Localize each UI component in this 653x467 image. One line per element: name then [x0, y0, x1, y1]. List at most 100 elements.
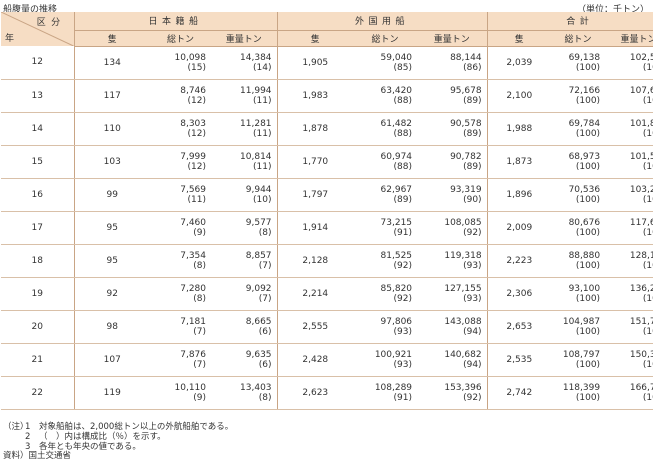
foreign-dwt-cell: 153,396: [444, 383, 482, 393]
total-gt-cell: 80,676: [568, 218, 601, 228]
japan-gt-cell: 10,098: [174, 53, 207, 63]
foreign-gt-cell: 61,482: [380, 119, 413, 129]
japan-gt-cell: 7,181: [180, 317, 206, 327]
table-row: 21 107 7,876 9,635 2,428 100,921 140,682 2,535 1…: [1, 343, 653, 377]
year-cell: 15: [1, 145, 74, 179]
foreign-dwt-cell: 108,085: [444, 218, 482, 228]
japan-ships-cell: 119: [73, 376, 150, 410]
table-row-percent: (8)(7) (92)(93) (100)(100): [1, 294, 653, 311]
total-ships-cell: 2,742: [486, 376, 552, 410]
note-label: （注）: [3, 422, 29, 432]
foreign-dwt-cell: 95,678: [450, 86, 482, 96]
foreign-dwt-pct-cell: (89): [417, 129, 488, 146]
total-dwt-pct-cell: (100): [605, 327, 653, 344]
foreign-dwt-pct-cell: (93): [417, 261, 488, 278]
foreign-dwt-pct-cell: (92): [417, 393, 488, 410]
japan-gt-pct-cell: (12): [150, 129, 211, 146]
foreign-dwt-cell: 119,318: [444, 251, 482, 261]
table-row-percent: (11)(10) (89)(90) (100)(100): [1, 195, 653, 212]
diagonal-line: [1, 12, 74, 46]
note-row: （注） 1 対象船舶は、2,000総トン以上の外航船舶である。: [3, 422, 233, 433]
foreign-gt-cell: 81,525: [380, 251, 413, 261]
foreign-gt-cell: 108,289: [374, 383, 413, 393]
japan-gt-cell: 10,110: [174, 383, 207, 393]
foreign-ships-cell: 1,878: [276, 112, 354, 146]
foreign-gt-pct-cell: (88): [353, 129, 418, 146]
sub-header-ships: 隻: [276, 30, 354, 47]
sub-header-dwt: 重量トン: [417, 30, 488, 47]
notes: （注） 1 対象船舶は、2,000総トン以上の外航船舶である。 2 （ ）内は構…: [3, 422, 233, 462]
total-dwt-cell: 101,597: [629, 152, 653, 162]
japan-gt-cell: 8,746: [180, 86, 206, 96]
japan-dwt-pct-cell: (8): [211, 393, 278, 410]
foreign-gt-pct-cell: (92): [353, 261, 418, 278]
japan-gt-cell: 8,303: [180, 119, 206, 129]
japan-ships-cell: 99: [73, 178, 150, 212]
total-gt-cell: 69,138: [568, 53, 601, 63]
foreign-dwt-cell: 127,155: [444, 284, 482, 294]
japan-dwt-pct-cell: (7): [211, 261, 278, 278]
table-row-percent: (15)(14) (85)(86) (100)(100): [1, 63, 653, 80]
japan-gt-pct-cell: (7): [150, 360, 211, 377]
japan-gt-pct-cell: (12): [150, 96, 211, 113]
table-row: 12 134 10,098 14,384 1,905 59,040 88,144 2,039 6…: [1, 46, 653, 80]
japan-gt-pct-cell: (8): [150, 261, 211, 278]
total-gt-cell: 70,536: [568, 185, 601, 195]
total-gt-pct-cell: (100): [551, 129, 606, 146]
total-ships-cell: 1,896: [486, 178, 552, 212]
foreign-gt-cell: 62,967: [380, 185, 413, 195]
total-dwt-pct-cell: (100): [605, 162, 653, 179]
table-row-percent: (7)(6) (93)(94) (100)(100): [1, 327, 653, 344]
total-dwt-pct-cell: (100): [605, 96, 653, 113]
note-row: 2 （ ）内は構成比（％）を示す。: [3, 432, 233, 443]
total-ships-cell: 1,873: [486, 145, 552, 179]
total-ships-cell: 2,100: [486, 79, 552, 113]
foreign-dwt-pct-cell: (93): [417, 294, 488, 311]
foreign-gt-pct-cell: (92): [353, 294, 418, 311]
sub-header-dwt: 重量トン: [211, 30, 278, 47]
foreign-gt-pct-cell: (93): [353, 327, 418, 344]
japan-dwt-pct-cell: (11): [211, 96, 278, 113]
foreign-dwt-cell: 140,682: [444, 350, 482, 360]
year-cell: 12: [1, 46, 74, 80]
table-row-percent: (8)(7) (92)(93) (100)(100): [1, 261, 653, 278]
japan-ships-cell: 117: [73, 79, 150, 113]
table-row: 14 110 8,303 11,281 1,878 61,482 90,578 1,988 69…: [1, 112, 653, 146]
japan-dwt-cell: 14,384: [240, 53, 272, 63]
table-body: 12 134 10,098 14,384 1,905 59,040 88,144 2,039 6…: [1, 46, 653, 410]
japan-dwt-pct-cell: (14): [211, 63, 278, 80]
total-dwt-cell: 166,799: [629, 383, 653, 393]
total-ships-cell: 2,039: [486, 46, 552, 80]
foreign-dwt-cell: 90,782: [450, 152, 482, 162]
source-text: 国土交通省: [28, 451, 72, 462]
foreign-dwt-pct-cell: (89): [417, 96, 488, 113]
corner-year-label: 年: [5, 34, 15, 44]
japan-dwt-cell: 9,944: [245, 185, 272, 195]
note-number: 1: [25, 422, 31, 432]
foreign-gt-cell: 73,215: [380, 218, 413, 228]
japan-dwt-cell: 11,281: [240, 119, 272, 129]
fleet-table: 区分 年 日本籍船 外国用船 合計 隻 総トン 重量トン 隻 総トン 重量トン …: [1, 12, 653, 410]
total-dwt-cell: 150,318: [629, 350, 653, 360]
japan-gt-pct-cell: (7): [150, 327, 211, 344]
table-row-percent: (12)(11) (88)(89) (100)(100): [1, 96, 653, 113]
foreign-ships-cell: 1,770: [276, 145, 354, 179]
note-text: 各年とも年央の値である。: [39, 441, 141, 452]
total-dwt-cell: 151,754: [629, 317, 653, 327]
japan-ships-cell: 95: [73, 244, 150, 278]
total-ships-cell: 2,653: [486, 310, 552, 344]
year-cell: 17: [1, 211, 74, 245]
total-gt-cell: 93,100: [568, 284, 601, 294]
table-row-percent: (12)(11) (88)(89) (100)(100): [1, 162, 653, 179]
foreign-ships-cell: 2,555: [276, 310, 354, 344]
table-row: 15 103 7,999 10,814 1,770 60,974 90,782 1,873 68…: [1, 145, 653, 179]
table-row-percent: (9)(8) (91)(92) (100)(100): [1, 393, 653, 410]
japan-dwt-cell: 9,577: [245, 218, 272, 228]
total-gt-cell: 118,399: [562, 383, 601, 393]
table-row: 19 92 7,280 9,092 2,214 85,820 127,155 2,306 93,…: [1, 277, 653, 311]
note-row: 3 各年とも年央の値である。: [3, 441, 233, 453]
total-gt-pct-cell: (100): [551, 96, 606, 113]
foreign-ships-cell: 1,797: [276, 178, 354, 212]
foreign-gt-cell: 97,806: [380, 317, 413, 327]
total-gt-pct-cell: (100): [551, 294, 606, 311]
